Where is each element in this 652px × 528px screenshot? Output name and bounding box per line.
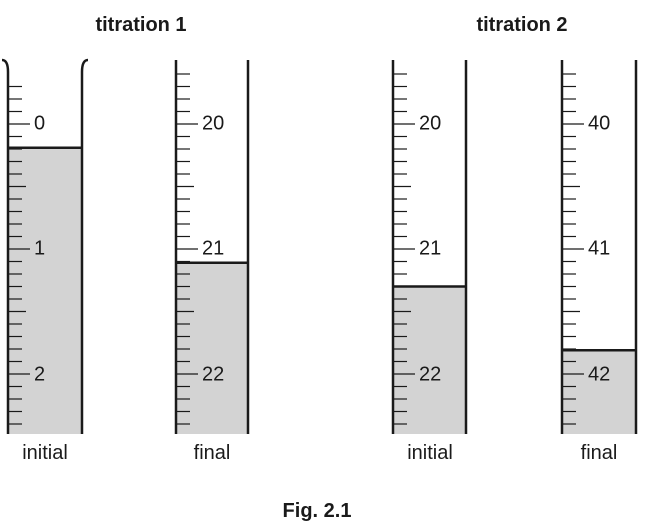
burette-2-scale-label: 21	[202, 237, 225, 260]
burette-3-scale-label: 22	[419, 363, 442, 386]
burette-4-scale-label: 40	[588, 112, 611, 135]
burette-1-right-wall	[80, 58, 89, 434]
burette-1-scale-label: 0	[34, 112, 46, 135]
burette-4-liquid	[562, 350, 636, 434]
burette-3-scale-label: 20	[419, 112, 442, 135]
burette-1-left-wall	[1, 58, 10, 434]
burette-4-scale-label: 42	[588, 363, 611, 386]
burette-1-scale-label: 2	[34, 363, 46, 386]
figure-caption: Fig. 2.1	[282, 500, 352, 522]
burette-3-scale-label: 21	[419, 237, 442, 260]
burette-2-liquid	[176, 262, 248, 434]
burette-4-scale-label: 41	[588, 237, 611, 260]
titration-1-title: titration 1	[95, 14, 187, 36]
burette-2-scale-label: 22	[202, 363, 225, 386]
burette-1-scale-label: 1	[34, 237, 46, 260]
burette-2-caption: final	[193, 442, 231, 464]
burette-3-caption: initial	[407, 442, 453, 464]
burette-1-liquid	[8, 147, 82, 434]
titration-2-title: titration 2	[476, 14, 568, 36]
burette-2-scale-label: 20	[202, 112, 225, 135]
burette-4-caption: final	[580, 442, 618, 464]
burette-1-caption: initial	[22, 442, 68, 464]
